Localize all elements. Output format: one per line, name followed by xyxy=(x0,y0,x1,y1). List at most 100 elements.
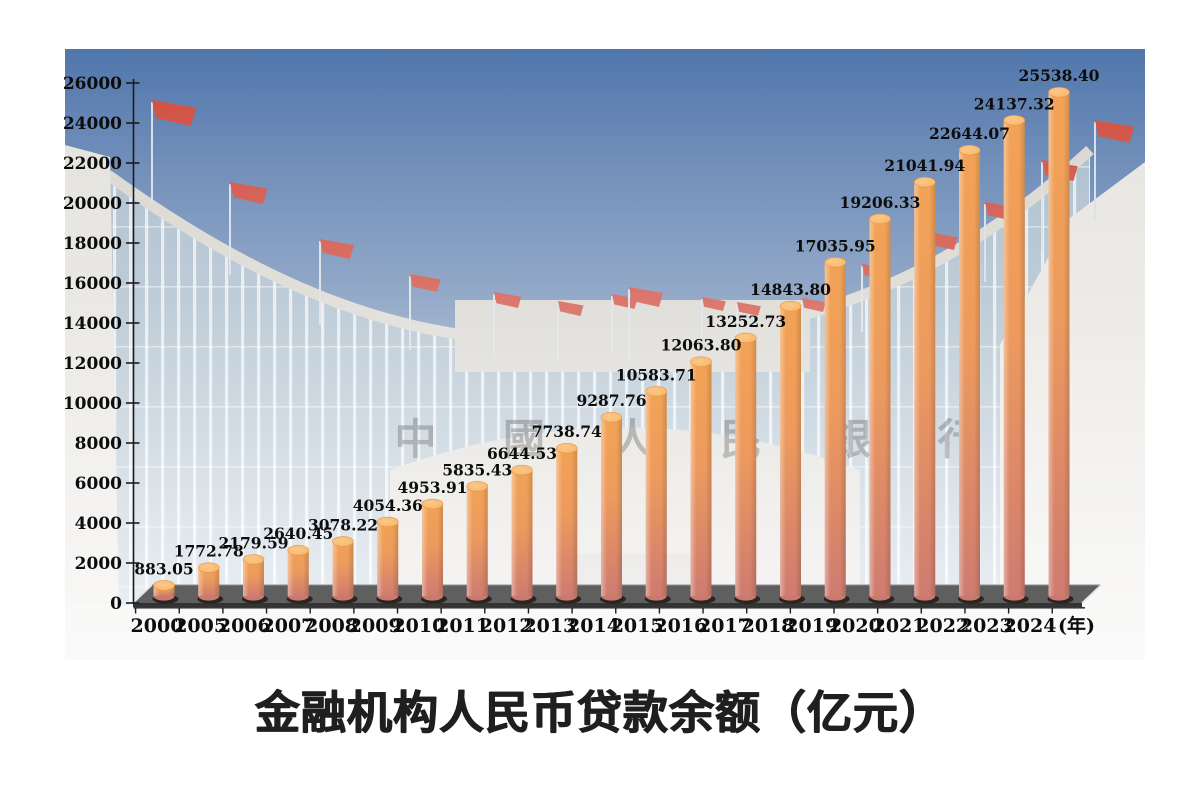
bar-value-label: 19206.33 xyxy=(840,193,921,212)
bar-body-shading xyxy=(466,486,488,596)
bar-value-label: 9287.76 xyxy=(576,391,646,410)
bar-value-label: 13252.73 xyxy=(705,312,786,331)
x-axis-category-label: 2000 xyxy=(131,615,184,637)
y-axis-tick-label: 2000 xyxy=(75,554,122,574)
bar-body-shading xyxy=(556,448,578,596)
bar-body-shading xyxy=(959,150,980,597)
bar-top-cap xyxy=(242,554,265,565)
x-axis-category-label: 2011 xyxy=(436,615,489,637)
y-axis-tick-label: 18000 xyxy=(63,234,122,254)
chart-bar-2000 xyxy=(152,580,179,604)
y-axis-tick-label: 24000 xyxy=(63,114,122,134)
bar-value-label: 883.05 xyxy=(134,559,193,578)
chart-bar-2021 xyxy=(913,176,940,604)
x-axis-category-label: 2014 xyxy=(567,615,620,637)
bar-value-label: 6644.53 xyxy=(487,444,557,463)
bar-value-label: 2179.59 xyxy=(218,533,288,552)
chart-bar-2006 xyxy=(242,554,268,604)
bar-top-cap xyxy=(869,213,891,225)
y-axis-tick-label: 6000 xyxy=(75,474,122,494)
bar-value-label: 7738.74 xyxy=(532,422,602,441)
bar-top-cap xyxy=(332,536,354,547)
bar-body-shading xyxy=(690,361,712,596)
y-axis-tick-label: 20000 xyxy=(63,194,122,214)
bar-body-shading xyxy=(377,521,399,596)
y-axis: 0 2000 4000 6000 8000 10000 12000 14000 16000 180… xyxy=(63,74,140,614)
value-labels-group: 883.051772.782179.592640.453078.224054.3… xyxy=(134,66,1099,578)
platform-front xyxy=(133,603,1082,607)
y-axis-tick-label: 22000 xyxy=(63,154,122,174)
bar-body-shading xyxy=(243,559,264,596)
x-axis-category-label: 2007 xyxy=(262,615,315,637)
bar-top-cap xyxy=(376,516,399,528)
bar-top-cap xyxy=(734,332,757,344)
bar-body-shading xyxy=(422,503,443,596)
bar-body-shading xyxy=(1003,120,1025,596)
bar-body-shading xyxy=(780,306,801,596)
chart-bar-2018 xyxy=(779,300,805,604)
bar-value-label: 4953.91 xyxy=(397,478,467,497)
y-axis-tick-label: 4000 xyxy=(75,514,122,534)
bar-top-cap xyxy=(1003,115,1026,126)
y-axis-tick-label: 16000 xyxy=(63,274,122,294)
bar-top-cap xyxy=(153,580,175,591)
x-axis-category-label: 2016 xyxy=(654,615,707,637)
bar-top-cap xyxy=(555,443,578,454)
bar-value-label: 24137.32 xyxy=(974,94,1055,113)
bar-value-label: 3078.22 xyxy=(308,515,378,534)
bar-value-label: 4054.36 xyxy=(353,496,423,515)
x-axis-category-label: 2013 xyxy=(523,615,576,637)
bar-value-label: 5835.43 xyxy=(442,460,512,479)
x-axis-unit-label: (年) xyxy=(1058,614,1095,637)
bar-top-cap xyxy=(824,257,847,268)
x-axis-category-label: 2008 xyxy=(305,615,358,637)
bar-value-label: 17035.95 xyxy=(795,236,876,255)
bar-value-label: 2640.45 xyxy=(263,524,333,543)
bars-group xyxy=(152,87,1074,604)
platform-right-edge xyxy=(1081,584,1102,604)
chart-bar-2019 xyxy=(823,257,850,604)
x-axis-category-label: 2019 xyxy=(785,615,838,637)
bar-top-cap xyxy=(421,498,444,510)
bar-value-label: 25538.40 xyxy=(1019,66,1100,85)
x-axis-category-label: 2021 xyxy=(873,615,926,637)
bar-body-shading xyxy=(287,550,309,596)
bar-value-label: 22644.07 xyxy=(929,124,1010,143)
chart-bar-2009 xyxy=(376,516,403,604)
bar-top-cap xyxy=(645,386,668,397)
bar-body-shading xyxy=(601,417,622,596)
chart-bar-2013 xyxy=(555,443,582,604)
x-axis-category-label: 2020 xyxy=(829,615,882,637)
y-axis-tick-label: 8000 xyxy=(75,434,122,454)
chart-bar-2011 xyxy=(465,481,492,604)
y-axis-tick-label: 26000 xyxy=(63,74,122,94)
bar-body-shading xyxy=(332,541,354,596)
bar-value-label: 10583.71 xyxy=(616,365,697,384)
x-axis-category-label: 2018 xyxy=(742,615,795,637)
chart-caption: 金融机构人民币贷款余额（亿元） xyxy=(254,686,945,739)
bar-top-cap xyxy=(197,562,220,573)
x-axis-category-label: 2015 xyxy=(611,615,664,637)
chart-bar-2015 xyxy=(644,386,671,604)
bar-value-label: 14843.80 xyxy=(750,280,831,299)
y-axis-tick-label: 0 xyxy=(110,594,122,614)
bar-top-cap xyxy=(1048,87,1070,98)
x-axis-category-label: 2023 xyxy=(960,615,1013,637)
bar-body-shading xyxy=(824,262,846,596)
bar-body-shading xyxy=(914,182,936,596)
bar-top-cap xyxy=(287,544,310,556)
chart-bar-2023 xyxy=(1002,115,1029,604)
bar-top-cap xyxy=(466,481,489,492)
chart-bar-2012 xyxy=(510,464,537,604)
chart-bar-2014 xyxy=(600,412,626,604)
bar-value-label: 12063.80 xyxy=(661,336,742,355)
bar-top-cap xyxy=(913,176,936,188)
chart-bar-2016 xyxy=(689,356,716,604)
chart-bar-2020 xyxy=(868,213,895,604)
y-axis-tick-label: 14000 xyxy=(63,314,122,334)
bar-body-shading xyxy=(511,470,533,596)
x-axis-category-label: 2006 xyxy=(218,615,271,637)
bar-top-cap xyxy=(511,464,533,476)
chart-bar-2008 xyxy=(331,536,358,604)
